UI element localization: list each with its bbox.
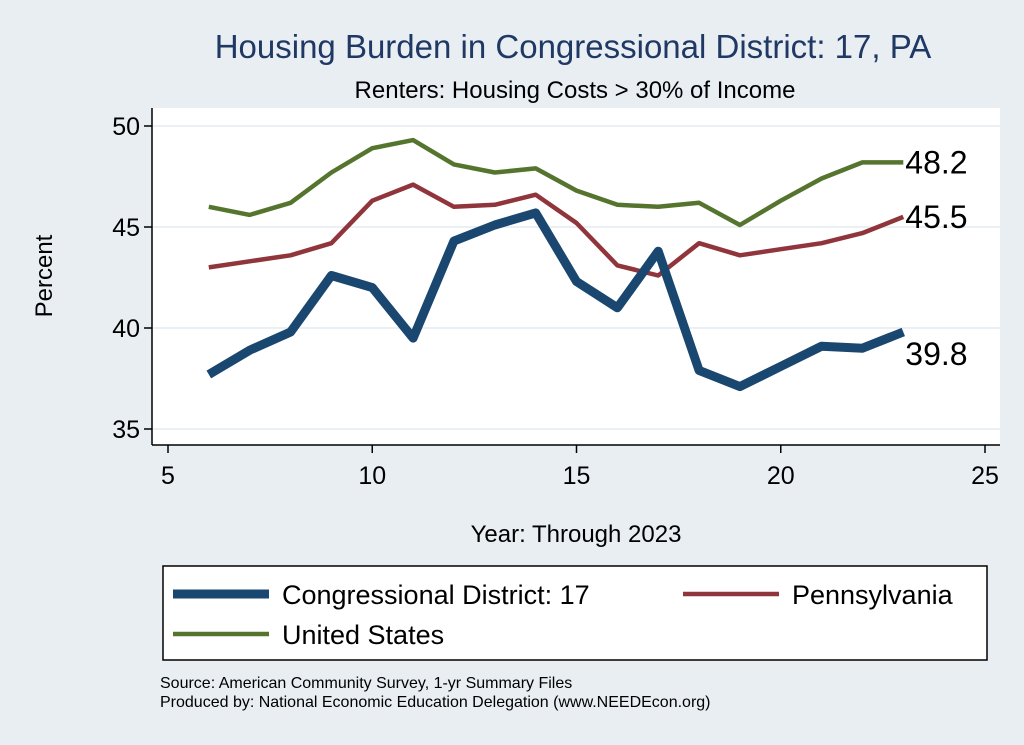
legend: Congressional District: 17 Pennsylvania Un…: [162, 565, 988, 661]
source-note: Source: American Community Survey, 1-yr …: [160, 675, 572, 692]
series-line-1: [208, 182, 905, 278]
legend-box: [162, 565, 988, 661]
produced-by-note: Produced by: National Economic Education…: [160, 694, 711, 711]
y-tick-label: 40: [112, 315, 140, 343]
y-tick-label: 50: [112, 113, 140, 141]
x-axis-title: Year: Through 2023: [471, 521, 682, 548]
end-label: 39.8: [905, 336, 967, 372]
x-tick-label: 15: [563, 462, 591, 490]
legend-label: Congressional District: 17: [282, 580, 590, 610]
y-tick-label: 35: [112, 416, 140, 444]
x-tick-label: 5: [161, 462, 175, 490]
x-tick-label: 25: [971, 462, 999, 490]
legend-label: Pennsylvania: [792, 580, 954, 610]
x-tick-label: 10: [358, 462, 386, 490]
y-axis-title: Percent: [31, 234, 58, 317]
y-tick-label: 45: [112, 214, 140, 242]
x-tick-label: 20: [767, 462, 795, 490]
end-label: 48.2: [905, 144, 967, 180]
end-labels: 39.8 45.5 48.2: [905, 144, 967, 372]
chart-title: Housing Burden in Congressional District…: [215, 28, 932, 65]
series-line-0: [206, 208, 905, 392]
end-label: 45.5: [905, 199, 967, 235]
series-lines: [206, 137, 905, 392]
legend-label: United States: [282, 620, 444, 650]
axes: 35 40 45 50 5 10 15 20 25: [112, 108, 1000, 490]
chart-subtitle: Renters: Housing Costs > 30% of Income: [355, 77, 796, 104]
series-line-2: [208, 137, 904, 228]
